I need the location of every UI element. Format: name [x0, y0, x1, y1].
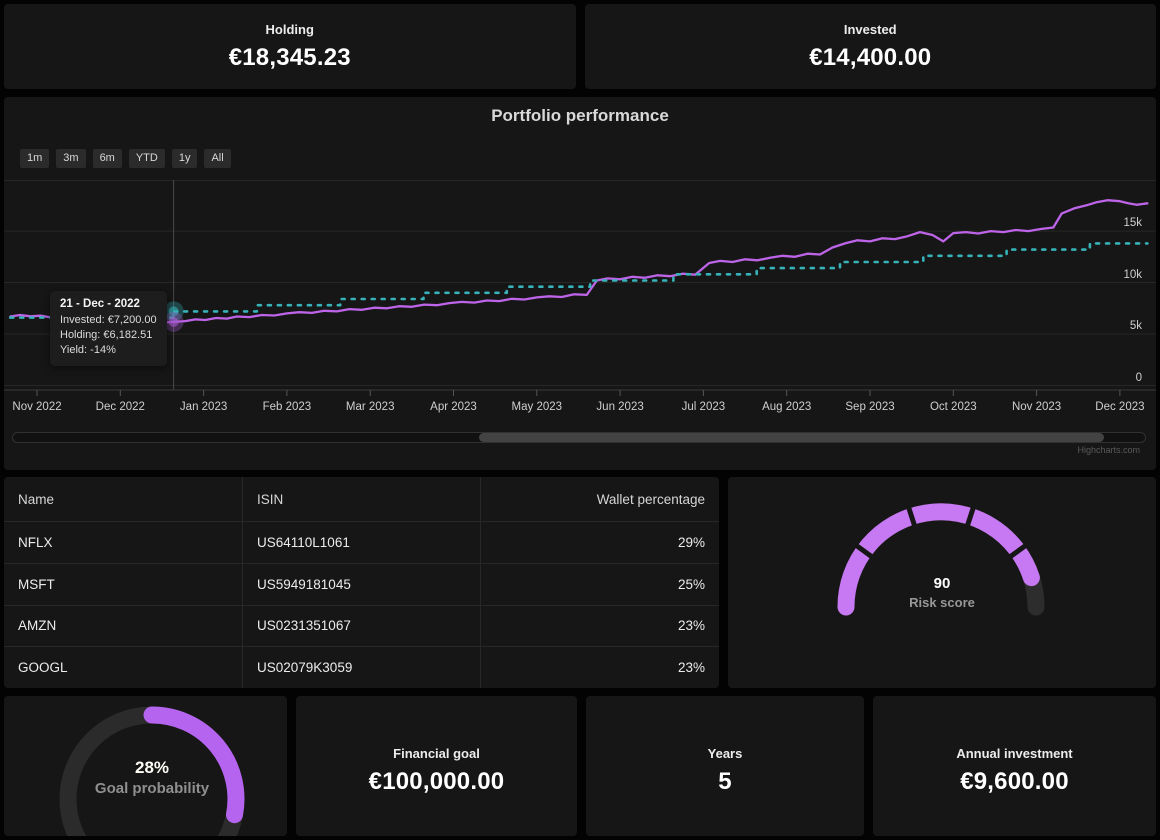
holding-value: €18,345.23: [228, 43, 351, 71]
invested-value: €14,400.00: [809, 43, 932, 71]
cell-isin: US0231351067: [242, 605, 480, 647]
table-row: GOOGL US02079K3059 23%: [4, 646, 719, 688]
cell-wallet-percentage: 29%: [480, 522, 719, 563]
table-header-row: Name ISIN Wallet percentage: [4, 477, 719, 521]
cell-wallet-percentage: 23%: [480, 647, 719, 688]
years-label: Years: [707, 746, 743, 761]
tooltip-marker: [168, 316, 179, 327]
annual-investment-label: Annual investment: [956, 746, 1073, 761]
risk-gauge-track: [837, 503, 1045, 616]
years-value: 5: [718, 768, 732, 795]
annual-investment-card: Annual investment €9,600.00: [873, 696, 1156, 836]
goal-probability-label: Goal probability: [94, 780, 210, 797]
range-button-3m[interactable]: 3m: [56, 149, 86, 168]
range-button-all[interactable]: All: [204, 149, 231, 168]
x-axis-label: Apr 2023: [430, 401, 477, 413]
table-row: MSFT US5949181045 25%: [4, 562, 719, 605]
risk-gauge-segment-gap: [963, 503, 977, 530]
cell-isin: US64110L1061: [242, 522, 480, 563]
goal-probability-value: 28%: [134, 758, 170, 777]
risk-score-label: Risk score: [909, 595, 975, 610]
risk-gauge: [837, 503, 1045, 616]
invested-card: Invested €14,400.00: [584, 4, 1156, 89]
x-axis-label: Aug 2023: [762, 401, 812, 413]
tooltip-yield: Yield: -14%: [60, 344, 116, 356]
risk-score-value: 90: [933, 575, 951, 592]
x-axis-label: Mar 2023: [345, 401, 395, 413]
x-axis-label: Oct 2023: [929, 401, 977, 413]
chart-scrollbar-track[interactable]: [12, 432, 1146, 443]
risk-gauge-segment-gap: [905, 503, 919, 530]
y-axis-label: 15k: [1123, 217, 1142, 230]
risk-gauge-segment-gap: [852, 541, 877, 561]
risk-score-card: 90 Risk score: [728, 477, 1156, 688]
holdings-table-card: Name ISIN Wallet percentage NFLX US64110L…: [4, 477, 719, 688]
tooltip-date: 21 - Dec - 2022: [60, 298, 140, 310]
cell-name: AMZN: [18, 618, 57, 634]
holding-label: Holding: [265, 21, 314, 37]
chart-tooltip: 21 - Dec - 2022 Invested: €7,200.00 Hold…: [50, 291, 167, 366]
goal-gauge-arc: [143, 706, 245, 824]
x-axis-label: May 2023: [511, 401, 563, 413]
years-card: Years 5: [586, 696, 864, 836]
table-row: AMZN US0231351067 23%: [4, 604, 719, 647]
cell-name: NFLX: [18, 534, 53, 550]
column-header-wallet-percentage: Wallet percentage: [480, 477, 719, 521]
financial-goal-card: Financial goal €100,000.00: [296, 696, 577, 836]
portfolio-performance-card: Portfolio performance 1m 3m 6m YTD 1y All Nov…: [4, 97, 1156, 470]
risk-gauge-segment-gap: [1005, 541, 1030, 561]
x-axis-label: Dec 2023: [1095, 401, 1145, 413]
goal-probability-card: 28% Goal probability: [4, 696, 287, 836]
tooltip-invested: Invested: €7,200.00: [60, 314, 157, 326]
risk-gauge-arc: [837, 503, 1040, 616]
invested-label: Invested: [843, 21, 897, 37]
range-button-6m[interactable]: 6m: [92, 149, 122, 168]
financial-goal-label: Financial goal: [393, 746, 480, 761]
holding-card: Holding €18,345.23: [4, 4, 576, 89]
chart-scrollbar-thumb[interactable]: [479, 433, 1105, 442]
goal-probability-gauge: [59, 706, 245, 836]
column-header-isin: ISIN: [242, 477, 480, 521]
tooltip-holding: Holding: €6,182.51: [60, 329, 153, 341]
financial-goal-value: €100,000.00: [368, 768, 505, 795]
column-header-name: Name: [18, 491, 55, 507]
cell-name: GOOGL: [18, 660, 68, 676]
cell-wallet-percentage: 25%: [480, 563, 719, 605]
x-axis-label: Nov 2022: [12, 401, 62, 413]
performance-chart: [4, 180, 1156, 396]
holdings-table: Name ISIN Wallet percentage NFLX US64110L…: [4, 477, 719, 688]
highcharts-credit[interactable]: Highcharts.com: [1077, 445, 1140, 455]
series-line-holding: [9, 199, 1149, 324]
x-axis-label: Sep 2023: [845, 401, 895, 413]
cell-name: MSFT: [18, 576, 55, 592]
series-line-invested: [9, 242, 1149, 319]
range-button-1y[interactable]: 1y: [171, 149, 198, 168]
annual-investment-value: €9,600.00: [960, 768, 1069, 795]
cell-wallet-percentage: 23%: [480, 605, 719, 647]
x-axis-label: Jun 2023: [596, 401, 644, 413]
table-row: NFLX US64110L1061 29%: [4, 521, 719, 563]
y-axis-label: 0: [1135, 371, 1142, 384]
x-axis-label: Jan 2023: [179, 401, 228, 413]
y-axis-label: 10k: [1123, 268, 1142, 281]
x-axis-label: Nov 2023: [1011, 401, 1062, 413]
cell-isin: US02079K3059: [242, 647, 480, 688]
cell-isin: US5949181045: [242, 563, 480, 605]
range-button-ytd[interactable]: YTD: [128, 149, 165, 168]
range-selector: 1m 3m 6m YTD 1y All: [20, 149, 231, 168]
y-axis-label: 5k: [1129, 320, 1142, 333]
x-axis-label: Jul 2023: [681, 401, 726, 413]
x-axis-label: Feb 2023: [262, 401, 312, 413]
tooltip-marker: [168, 306, 179, 317]
chart-title: Portfolio performance: [491, 106, 669, 125]
range-button-1m[interactable]: 1m: [20, 149, 50, 168]
x-axis-label: Dec 2022: [95, 401, 145, 413]
